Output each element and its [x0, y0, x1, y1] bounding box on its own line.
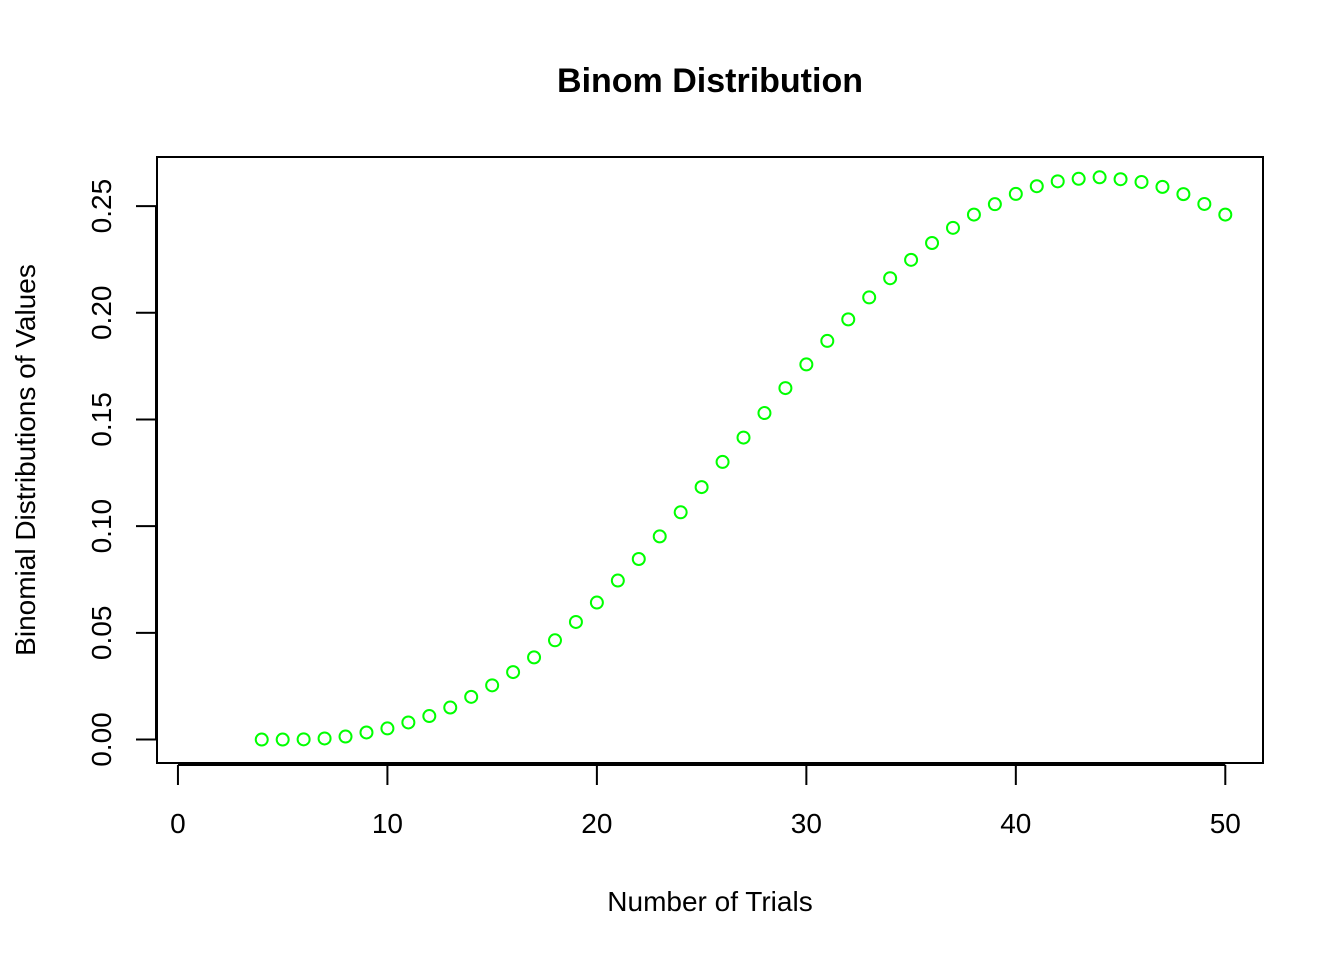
data-point	[1155, 179, 1170, 194]
data-point	[443, 700, 458, 715]
data-point	[527, 650, 542, 665]
data-point	[1176, 187, 1191, 202]
data-point	[317, 731, 332, 746]
y-tick-label: 0.15	[86, 392, 117, 447]
plot-frame	[156, 156, 1264, 764]
data-point	[254, 732, 269, 747]
chart-title: Binom Distribution	[557, 62, 863, 100]
y-tick-label: 0.20	[86, 286, 117, 341]
x-tick-label: 20	[581, 808, 612, 839]
data-point	[904, 252, 919, 267]
data-point	[883, 271, 898, 286]
data-point	[631, 552, 646, 567]
data-point	[1008, 186, 1023, 201]
data-point	[925, 235, 940, 250]
data-point	[966, 207, 981, 222]
data-point	[673, 505, 688, 520]
data-point	[1029, 179, 1044, 194]
data-point	[841, 312, 856, 327]
data-point	[1113, 172, 1128, 187]
data-point	[547, 633, 562, 648]
x-tick-label: 50	[1210, 808, 1241, 839]
x-tick-label: 10	[372, 808, 403, 839]
data-point	[1092, 170, 1107, 185]
data-point	[359, 725, 374, 740]
data-point	[1134, 174, 1149, 189]
data-point	[506, 665, 521, 680]
x-tick-label: 30	[791, 808, 822, 839]
data-point	[568, 614, 583, 629]
data-point	[652, 529, 667, 544]
data-point	[464, 689, 479, 704]
data-point	[736, 430, 751, 445]
y-tick-label: 0.25	[86, 179, 117, 234]
data-point	[422, 709, 437, 724]
data-point	[1218, 207, 1233, 222]
x-tick-label: 40	[1000, 808, 1031, 839]
y-axis-label: Binomial Distributions of Values	[10, 264, 41, 656]
data-point	[1197, 196, 1212, 211]
data-point	[778, 381, 793, 396]
data-point	[1050, 174, 1065, 189]
data-point	[380, 721, 395, 736]
data-point	[401, 715, 416, 730]
data-point	[296, 732, 311, 747]
y-tick-label: 0.05	[86, 606, 117, 661]
data-point	[275, 732, 290, 747]
y-tick-label: 0.10	[86, 499, 117, 554]
data-point	[945, 220, 960, 235]
data-point	[1071, 171, 1086, 186]
x-tick-label: 0	[170, 808, 186, 839]
y-tick-label: 0.00	[86, 712, 117, 767]
data-point	[820, 333, 835, 348]
data-point	[610, 573, 625, 588]
x-axis: 0 10 20 30 40 50	[170, 764, 1241, 839]
data-point	[694, 480, 709, 495]
x-axis-label: Number of Trials	[607, 886, 812, 917]
data-point	[757, 406, 772, 421]
data-point	[338, 729, 353, 744]
y-axis: 0.00 0.05 0.10 0.15 0.20 0.25	[86, 179, 157, 767]
data-point	[485, 678, 500, 693]
data-point	[715, 454, 730, 469]
data-point	[589, 595, 604, 610]
data-point	[862, 290, 877, 305]
data-point	[799, 357, 814, 372]
data-point	[987, 197, 1002, 212]
data-points	[254, 170, 1233, 747]
